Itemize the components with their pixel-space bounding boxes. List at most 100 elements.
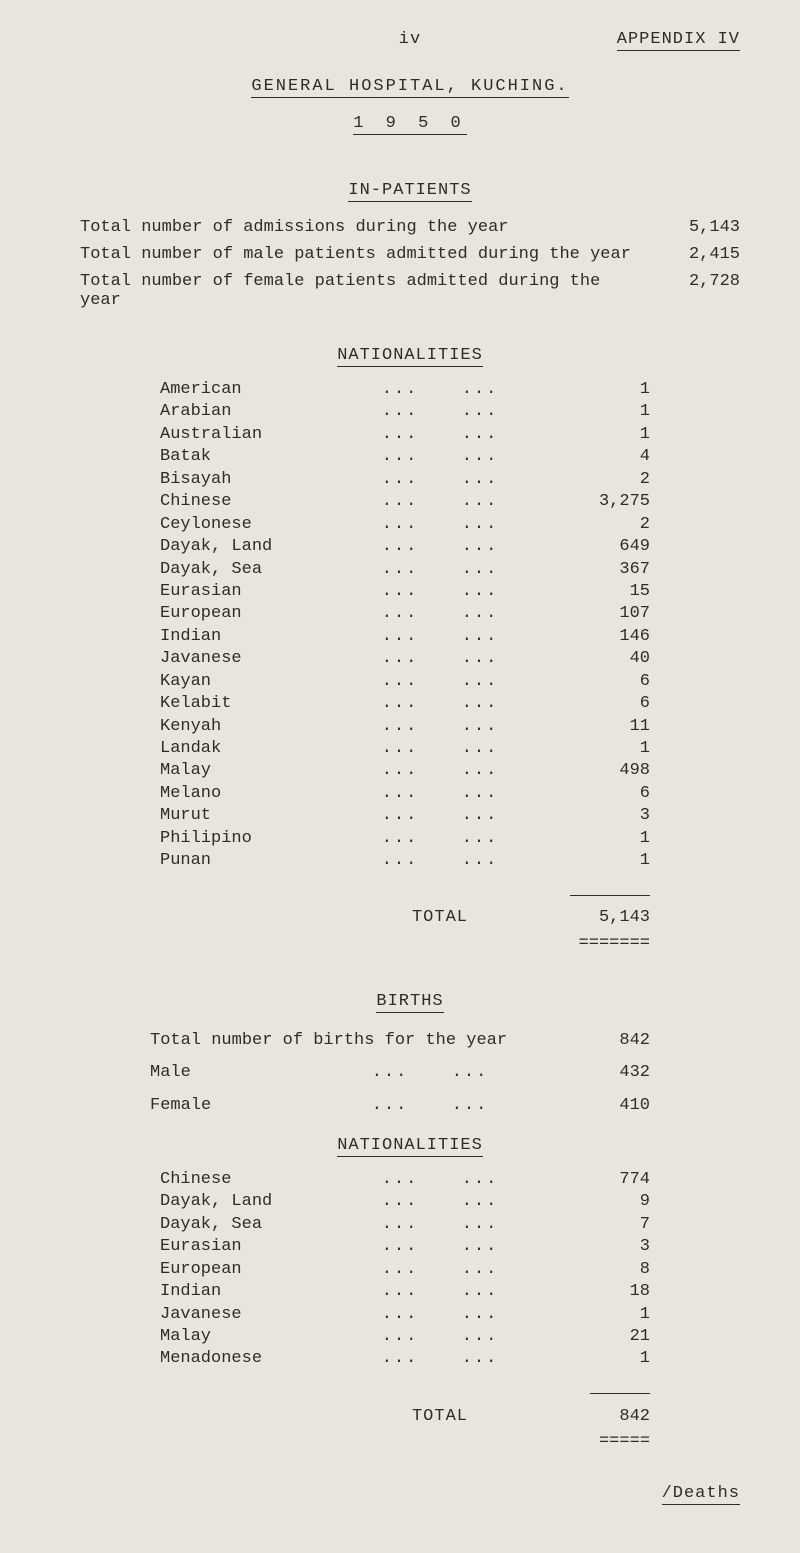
dots: ...: [440, 850, 520, 872]
dots: ...: [440, 514, 520, 536]
births-value: 842: [570, 1025, 670, 1057]
births-heading-text: BIRTHS: [376, 992, 443, 1013]
births-nationality-row: Dayak, Land......9: [160, 1191, 660, 1213]
nationality-name: Landak: [160, 738, 360, 760]
nationality-row: European......107: [160, 603, 660, 625]
births-nationality-value: 18: [520, 1281, 660, 1303]
rule-below-births-total: =====: [160, 1430, 660, 1454]
nationality-value: 3,275: [520, 491, 660, 513]
nationalities-total-block: TOTAL 5,143 =======: [160, 881, 660, 956]
dots: ...: [360, 738, 440, 760]
dots: ...: [440, 1348, 520, 1370]
admissions-label: Total number of admissions during the ye…: [80, 218, 650, 237]
dots: ...: [440, 424, 520, 446]
nationality-value: 3: [520, 805, 660, 827]
births-row: Total number of births for the year842: [150, 1025, 670, 1057]
admissions-value: 2,728: [650, 272, 740, 310]
page-mark: iv: [399, 30, 421, 49]
nationality-value: 1: [520, 379, 660, 401]
nationality-name: Indian: [160, 626, 360, 648]
nationality-value: 1: [520, 401, 660, 423]
dots: ...: [360, 850, 440, 872]
admissions-row: Total number of admissions during the ye…: [80, 218, 740, 237]
nationality-row: Dayak, Sea......367: [160, 559, 660, 581]
dots: ...: [350, 1090, 430, 1122]
dots: ...: [440, 379, 520, 401]
dots: ...: [440, 828, 520, 850]
dots: ...: [360, 693, 440, 715]
dots: ...: [360, 1348, 440, 1370]
dots: ...: [360, 626, 440, 648]
nationalities-table: American......1Arabian......1Australian.…: [160, 379, 660, 873]
nationality-name: European: [160, 603, 360, 625]
births-total-label: TOTAL: [360, 1405, 520, 1429]
dots: ...: [360, 828, 440, 850]
nationality-value: 11: [520, 716, 660, 738]
births-nationality-row: Indian......18: [160, 1281, 660, 1303]
nationality-value: 15: [520, 581, 660, 603]
nationality-row: Ceylonese......2: [160, 514, 660, 536]
dots: ...: [360, 581, 440, 603]
births-nationality-row: European......8: [160, 1259, 660, 1281]
nationality-name: Kelabit: [160, 693, 360, 715]
nationalities-total-label: TOTAL: [360, 906, 520, 930]
dots: ...: [430, 1057, 510, 1089]
nationality-name: Malay: [160, 760, 360, 782]
dots: ...: [360, 424, 440, 446]
dots: ...: [360, 1236, 440, 1258]
nationality-row: Kenyah......11: [160, 716, 660, 738]
births-block: BIRTHS Total number of births for the ye…: [80, 992, 740, 1454]
dots: ...: [360, 783, 440, 805]
inpatients-heading: IN-PATIENTS: [80, 181, 740, 200]
births-value: 432: [510, 1057, 670, 1089]
births-nationality-row: Malay......21: [160, 1326, 660, 1348]
nationality-value: 1: [520, 738, 660, 760]
dots: ...: [440, 1326, 520, 1348]
nationality-value: 6: [520, 693, 660, 715]
nationality-row: Kayan......6: [160, 671, 660, 693]
dots: ...: [360, 805, 440, 827]
births-nationality-value: 8: [520, 1259, 660, 1281]
nationality-name: Javanese: [160, 648, 360, 670]
births-row: Female......410: [150, 1090, 670, 1122]
births-value: 410: [510, 1090, 670, 1122]
dots: ...: [360, 716, 440, 738]
dots: ...: [440, 603, 520, 625]
births-nationality-name: Malay: [160, 1326, 360, 1348]
births-nationalities-heading: NATIONALITIES: [80, 1136, 740, 1155]
dots: ...: [440, 671, 520, 693]
births-nationality-name: European: [160, 1259, 360, 1281]
nationality-name: Bisayah: [160, 469, 360, 491]
dots: ...: [440, 626, 520, 648]
admissions-label: Total number of male patients admitted d…: [80, 245, 650, 264]
dots: ...: [360, 379, 440, 401]
dots: ...: [360, 1326, 440, 1348]
main-title-text: GENERAL HOSPITAL, KUCHING.: [251, 77, 568, 98]
nationality-name: Eurasian: [160, 581, 360, 603]
dots: ...: [360, 401, 440, 423]
dots: ...: [440, 446, 520, 468]
births-nationality-name: Dayak, Land: [160, 1191, 360, 1213]
nationality-row: American......1: [160, 379, 660, 401]
births-nationality-name: Dayak, Sea: [160, 1214, 360, 1236]
nationality-value: 367: [520, 559, 660, 581]
dots: ...: [440, 1281, 520, 1303]
admissions-value: 5,143: [650, 218, 740, 237]
dots: ...: [430, 1090, 510, 1122]
nationality-row: Kelabit......6: [160, 693, 660, 715]
dots: ...: [440, 469, 520, 491]
nationality-name: Kenyah: [160, 716, 360, 738]
births-nationality-row: Dayak, Sea......7: [160, 1214, 660, 1236]
births-nationality-value: 21: [520, 1326, 660, 1348]
main-title: GENERAL HOSPITAL, KUCHING.: [80, 77, 740, 96]
dots: ...: [440, 760, 520, 782]
dots: ...: [360, 648, 440, 670]
dots: ...: [440, 1259, 520, 1281]
nationality-row: Malay......498: [160, 760, 660, 782]
nationality-row: Australian......1: [160, 424, 660, 446]
dots: ...: [440, 783, 520, 805]
dots: ...: [440, 738, 520, 760]
births-row: Male......432: [150, 1057, 670, 1089]
births-nationality-value: 7: [520, 1214, 660, 1236]
nationalities-heading: NATIONALITIES: [80, 346, 740, 365]
